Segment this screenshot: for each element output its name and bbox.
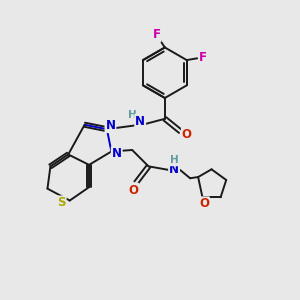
Text: N: N xyxy=(106,119,116,132)
Text: S: S xyxy=(57,196,66,209)
Text: F: F xyxy=(199,51,207,64)
Text: F: F xyxy=(152,28,160,41)
Text: N: N xyxy=(135,115,145,128)
Text: H: H xyxy=(128,110,136,120)
Text: H: H xyxy=(170,155,178,165)
Text: O: O xyxy=(182,128,192,141)
Text: N: N xyxy=(169,164,179,176)
Text: N: N xyxy=(112,147,122,161)
Text: O: O xyxy=(199,197,209,210)
Text: O: O xyxy=(128,184,138,196)
